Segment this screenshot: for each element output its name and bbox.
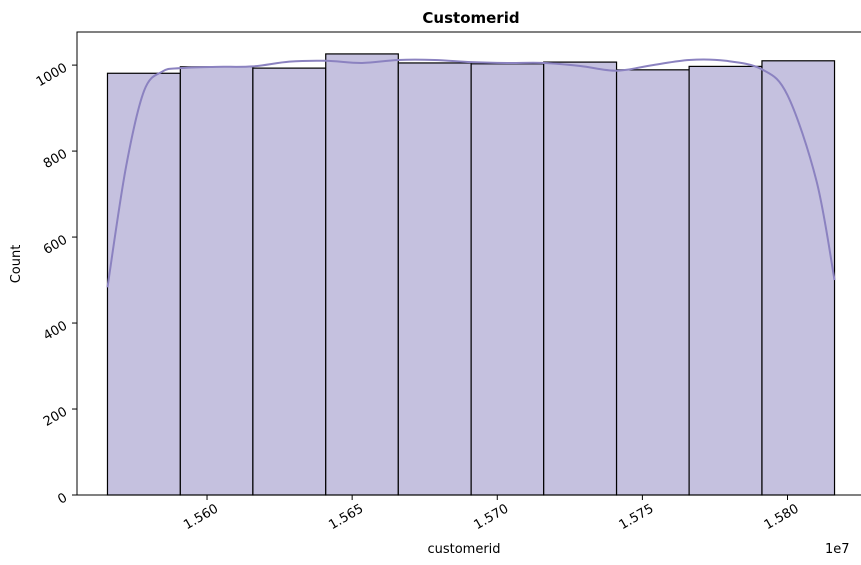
y-tick-label: 1000 [34,61,70,91]
histogram-bar [179,66,254,496]
histogram-bar [615,69,690,496]
y-tick-label: 800 [41,147,70,172]
bars-group [106,53,836,496]
histogram-bar [543,61,618,496]
x-offset-label: 1e7 [825,542,850,557]
histogram-bar [325,53,399,496]
x-tick-label: 1.565 [326,501,366,533]
x-tick-label: 1.580 [762,501,802,533]
x-tick-label: 1.575 [617,501,657,533]
y-axis-ticks: 0 200 400 600 800 1000 [34,61,77,508]
histogram-bar [761,60,836,496]
y-axis-label: Count [9,245,24,284]
y-tick-label: 0 [55,490,70,507]
x-axis-label: customerid [427,542,500,557]
x-tick-label: 1.560 [181,501,221,533]
plot-frame [76,31,861,496]
x-axis-ticks: 1.560 1.565 1.570 1.575 1.580 [181,495,802,533]
chart-title: Customerid [422,9,519,27]
y-tick-label: 400 [41,319,70,344]
kde-line [106,58,836,288]
histogram-bar [397,62,472,496]
histogram-bar [470,63,545,496]
x-tick-label: 1.570 [472,501,512,533]
histogram-bar [106,72,181,496]
y-tick-label: 600 [41,233,70,258]
y-tick-label: 200 [41,404,70,429]
kde-group [106,58,836,288]
histogram-bar [252,67,327,496]
histogram-bar [688,65,763,496]
